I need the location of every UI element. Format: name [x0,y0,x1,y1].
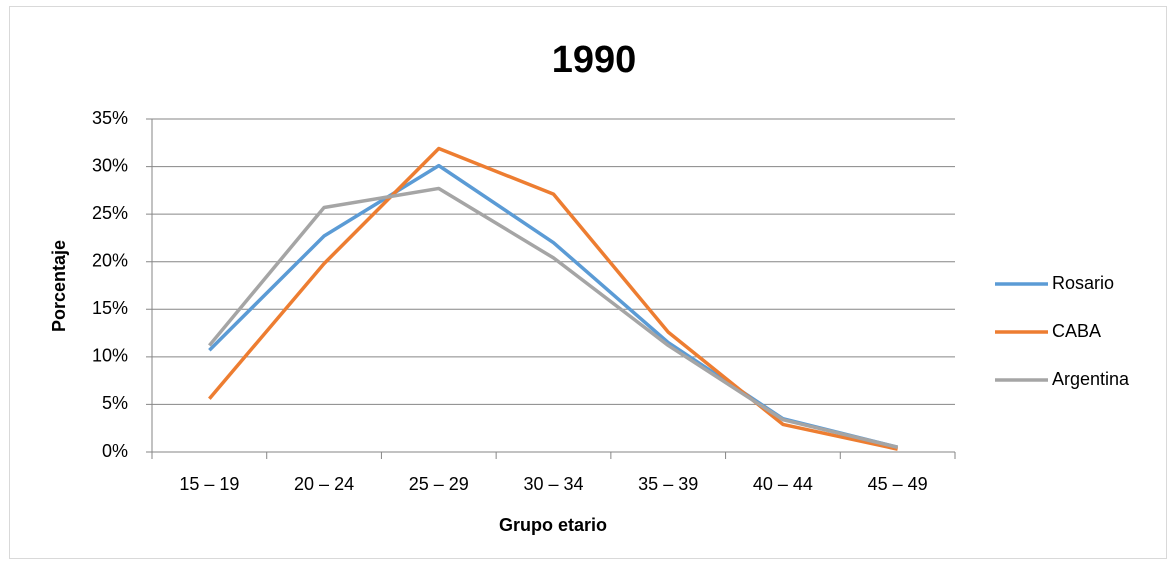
x-tick-label: 20 – 24 [294,474,354,494]
y-tick-label: 30% [92,155,128,175]
x-axis-label: Grupo etario [499,515,607,535]
y-tick-label: 25% [92,203,128,223]
x-tick-label: 45 – 49 [868,474,928,494]
legend-label: Argentina [1052,369,1130,389]
legend-label: CABA [1052,321,1101,341]
y-tick-label: 5% [102,393,128,413]
chart-title: 1990 [552,39,637,81]
y-axis-label: Porcentaje [49,240,69,332]
series-line [208,146,899,451]
x-tick-label: 30 – 34 [523,474,583,494]
x-tick-label: 35 – 39 [638,474,698,494]
y-tick-label: 0% [102,441,128,461]
x-tick-label: 25 – 29 [409,474,469,494]
series-line [208,186,899,449]
x-tick-label: 15 – 19 [179,474,239,494]
y-tick-label: 10% [92,346,128,366]
y-tick-label: 20% [92,250,128,270]
y-tick-label: 15% [92,298,128,318]
legend-label: Rosario [1052,273,1114,293]
y-tick-label: 35% [92,108,128,128]
x-tick-label: 40 – 44 [753,474,813,494]
